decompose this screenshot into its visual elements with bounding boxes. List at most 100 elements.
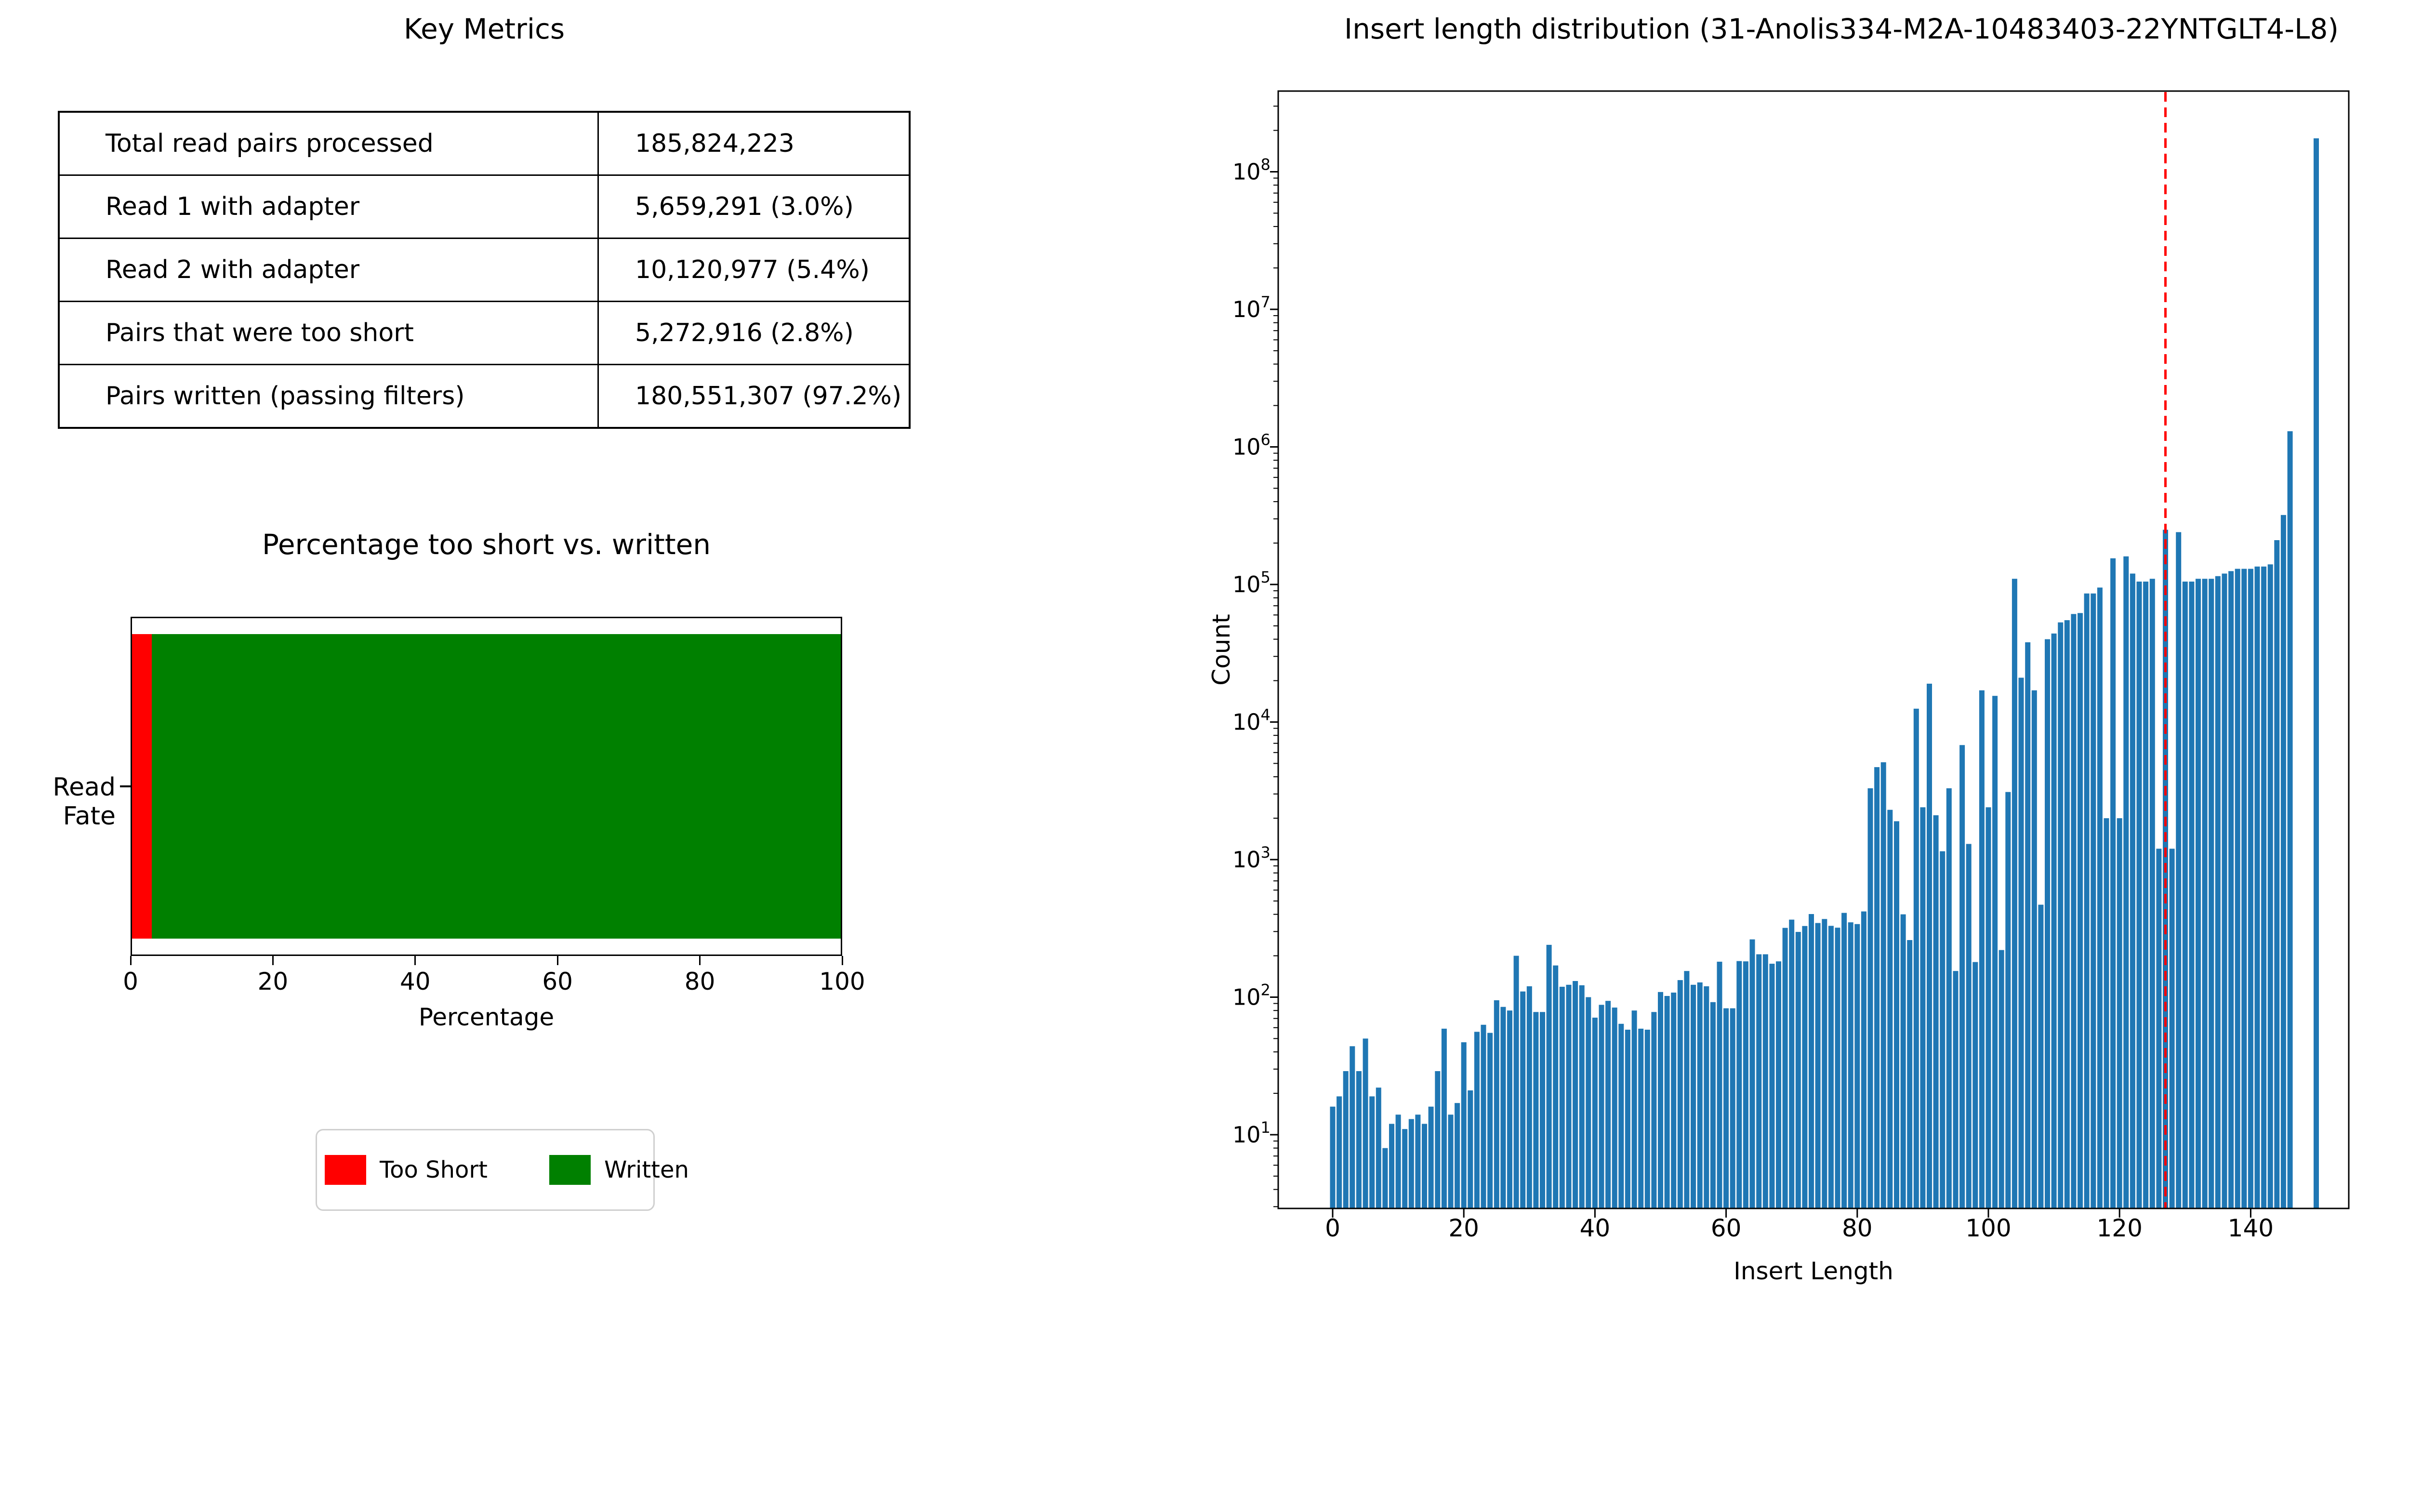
histogram-bar: [2117, 818, 2122, 1208]
histogram-bar: [1441, 1028, 1447, 1208]
histogram-bar: [2209, 579, 2214, 1208]
histogram-bar: [2078, 613, 2083, 1208]
histogram-bar: [2248, 569, 2253, 1208]
x-tick-label: 60: [1711, 1214, 1742, 1242]
y-axis-category-label: Read Fate: [53, 773, 116, 831]
histogram-bar: [1644, 1030, 1650, 1208]
histogram-bar: [1487, 1033, 1493, 1208]
metrics-row: Pairs that were too short 5,272,916 (2.8%…: [58, 301, 911, 365]
histogram-bar: [2189, 582, 2195, 1208]
percentage-chart-title: Percentage too short vs. written: [262, 528, 711, 561]
y-tick-label: 108: [1232, 156, 1271, 185]
too-short-bar-segment: [132, 634, 152, 939]
histogram-bar: [1717, 961, 1722, 1208]
insert-chart-title: Insert length distribution (31-Anolis334…: [1344, 13, 2339, 45]
written-legend-swatch: [549, 1155, 591, 1185]
x-tick-mark: [699, 956, 701, 965]
written-bar-segment: [152, 634, 841, 939]
histogram-bar: [2038, 904, 2044, 1208]
metric-value: 5,659,291 (3.0%): [597, 174, 911, 239]
histogram-bar: [1927, 683, 1932, 1208]
histogram-bar: [2215, 576, 2221, 1208]
histogram-bar: [2143, 582, 2149, 1208]
x-tick-label: 80: [1842, 1214, 1873, 1242]
histogram-bar: [2156, 849, 2162, 1208]
histogram-bar: [1586, 997, 1591, 1208]
metrics-row: Read 1 with adapter 5,659,291 (3.0%): [58, 174, 911, 239]
histogram-bar: [1618, 1023, 1624, 1208]
histogram-bar: [1631, 1010, 1637, 1208]
y-tick-label: 102: [1232, 981, 1271, 1010]
histogram-bar: [1920, 807, 1926, 1208]
x-tick-label: 100: [1965, 1214, 2011, 1242]
histogram-bar: [2235, 569, 2240, 1208]
metrics-row: Read 2 with adapter 10,120,977 (5.4%): [58, 238, 911, 302]
histogram-bar: [1573, 981, 1578, 1208]
histogram-bar: [1376, 1088, 1381, 1208]
metrics-row: Total read pairs processed 185,824,223: [58, 111, 911, 176]
histogram-bar: [1762, 954, 1768, 1208]
histogram-bar: [1723, 1008, 1729, 1208]
histogram-bar: [1972, 962, 1978, 1208]
histogram-bar: [1802, 926, 1808, 1208]
histogram-bar: [1999, 950, 2004, 1208]
y-tick-label: 103: [1232, 843, 1271, 873]
percentage-x-axis-label: Percentage: [418, 1003, 555, 1031]
histogram-bar: [1841, 913, 1847, 1208]
histogram-bar: [2222, 573, 2227, 1208]
histogram-bar: [1481, 1024, 1486, 1208]
histogram-bar: [1428, 1106, 1434, 1208]
y-tick-mark: [120, 785, 131, 787]
histogram-bar: [1330, 1106, 1336, 1208]
histogram-bar: [2084, 593, 2090, 1208]
percentage-plot-area: [131, 617, 842, 956]
histogram-bar: [2005, 792, 2011, 1208]
histogram-bar: [1684, 971, 1690, 1208]
x-tick-label: 0: [1325, 1214, 1340, 1242]
plot-frame: [1277, 90, 2350, 1209]
histogram-bar: [2051, 633, 2057, 1208]
x-tick-label: 100: [819, 968, 865, 995]
written-legend-label: Written: [604, 1156, 689, 1183]
histogram-bar: [1579, 985, 1585, 1208]
histogram-bar: [2097, 587, 2103, 1208]
insert-x-axis-label: Insert Length: [1734, 1257, 1893, 1285]
metric-label: Pairs written (passing filters): [58, 364, 599, 429]
histogram-bar: [1592, 1018, 1598, 1208]
histogram-bar: [2136, 582, 2142, 1208]
histogram-bar: [1782, 928, 1788, 1208]
histogram-bar: [2254, 566, 2260, 1208]
histogram-bar: [1559, 986, 1565, 1208]
histogram-bar: [2130, 573, 2135, 1208]
histogram-bar: [1933, 815, 1939, 1208]
histogram-bar: [1435, 1071, 1441, 1208]
histogram-bar: [1835, 928, 1840, 1208]
histogram-bar: [1704, 986, 1709, 1208]
histogram-bar: [1369, 1096, 1375, 1208]
histogram-bar: [1828, 926, 1834, 1208]
histogram-bar: [1854, 924, 1860, 1208]
histogram-bar: [2314, 138, 2319, 1208]
histogram-bar: [1953, 971, 1959, 1208]
y-tick-label: 106: [1232, 431, 1271, 460]
histogram-bar: [2110, 558, 2116, 1208]
histogram-bar: [2261, 566, 2267, 1208]
histogram-bar: [1736, 961, 1742, 1208]
histogram-bar: [1448, 1114, 1454, 1208]
histogram-bar: [1789, 919, 1795, 1208]
x-tick-label: 60: [542, 968, 573, 995]
histogram-bar: [2274, 540, 2280, 1208]
histogram-bar: [1848, 922, 1853, 1208]
histogram-bar: [1815, 923, 1821, 1208]
y-tick-label: 105: [1232, 568, 1271, 597]
histogram-bar: [1691, 984, 1696, 1208]
histogram-bar: [1710, 1002, 1716, 1208]
x-tick-mark: [414, 956, 416, 965]
histogram-bar: [1671, 993, 1677, 1208]
x-tick-label: 20: [257, 968, 289, 995]
histogram-bar: [1415, 1114, 1421, 1208]
histogram-bar: [1867, 788, 1873, 1208]
histogram-bar: [2202, 579, 2208, 1208]
x-tick-mark: [130, 956, 132, 965]
histogram-bar: [1809, 914, 1814, 1208]
